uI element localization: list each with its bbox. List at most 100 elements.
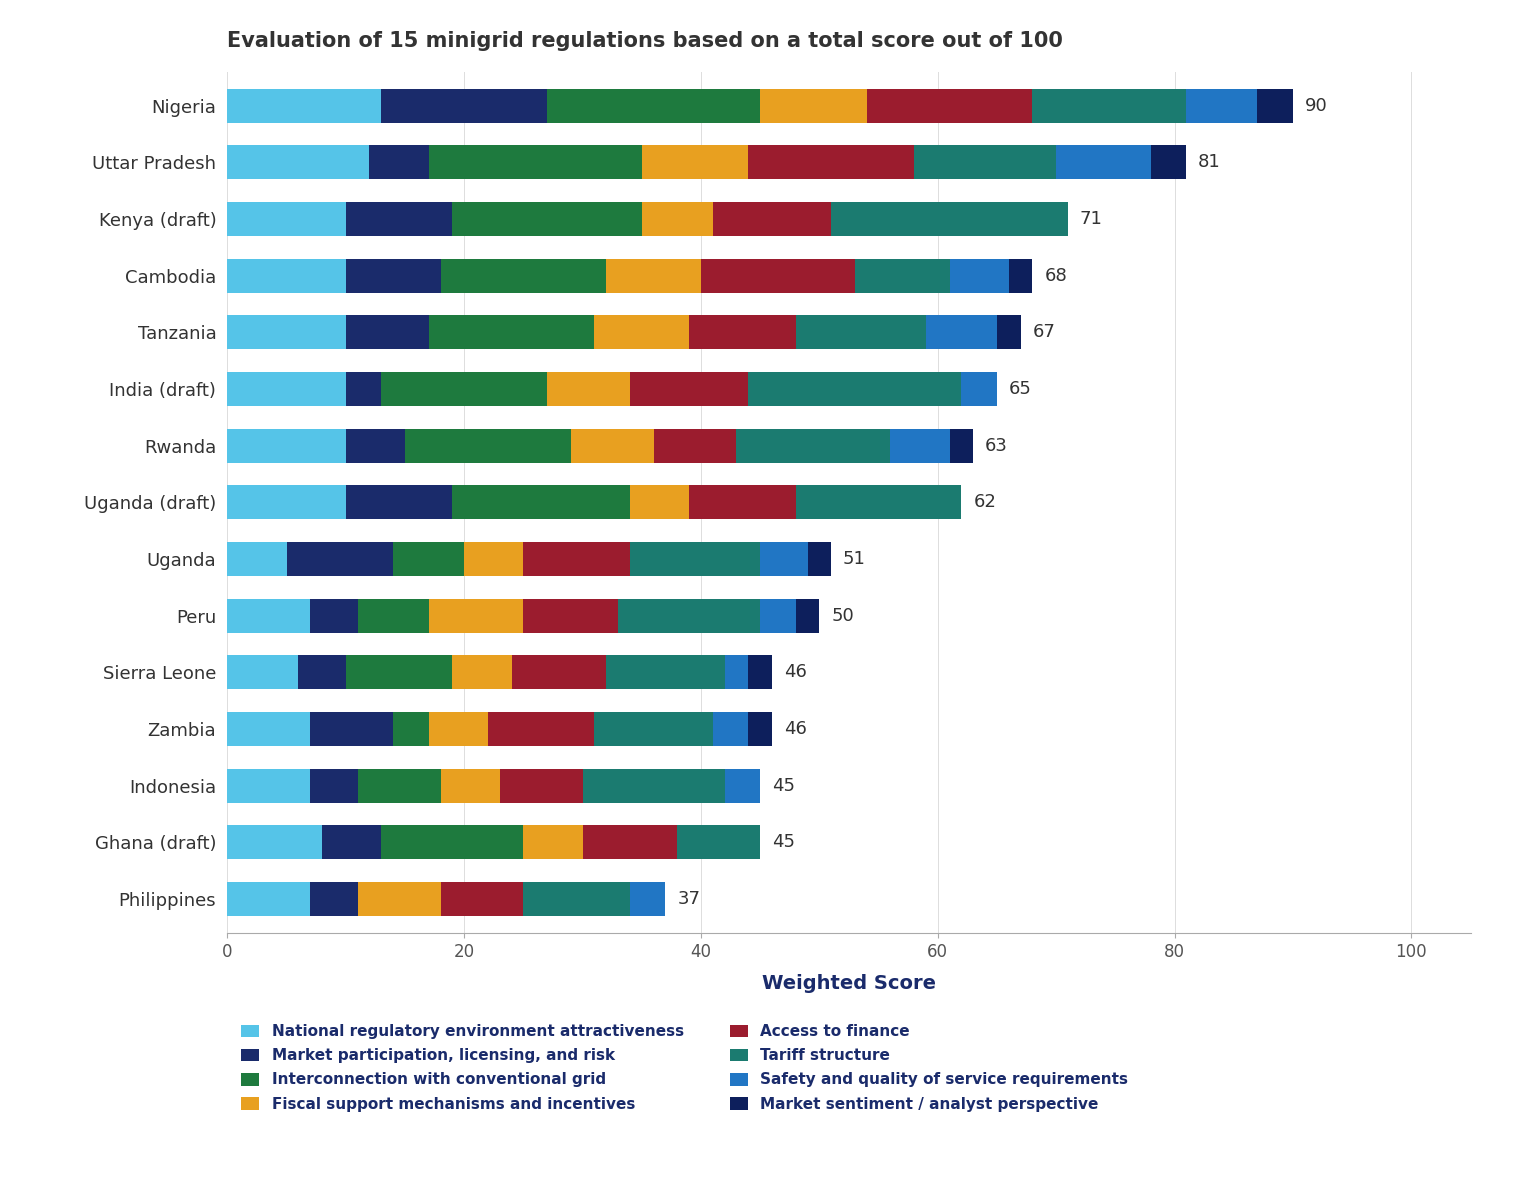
Bar (227, 372, 346, 405)
Bar (725, 769, 760, 803)
Bar (227, 881, 311, 916)
Bar (749, 655, 772, 689)
Bar (713, 712, 749, 746)
Bar (441, 881, 523, 916)
Text: 46: 46 (784, 720, 807, 738)
Bar (227, 599, 311, 633)
Bar (441, 769, 500, 803)
Bar (631, 372, 749, 405)
Bar (429, 146, 641, 179)
Bar (346, 258, 441, 293)
Bar (619, 599, 760, 633)
Text: 67: 67 (1032, 323, 1055, 341)
Bar (452, 486, 631, 519)
Bar (690, 486, 796, 519)
Bar (641, 202, 713, 236)
Bar (393, 712, 429, 746)
Bar (998, 316, 1020, 349)
Bar (523, 881, 631, 916)
Bar (547, 89, 760, 123)
Text: 62: 62 (973, 493, 996, 512)
Bar (227, 316, 346, 349)
Text: 45: 45 (772, 834, 794, 852)
Bar (511, 655, 606, 689)
Bar (452, 655, 511, 689)
Bar (358, 881, 441, 916)
Bar (749, 146, 914, 179)
Bar (1057, 146, 1151, 179)
Bar (594, 712, 713, 746)
Legend: National regulatory environment attractiveness, Market participation, licensing,: National regulatory environment attracti… (235, 1018, 1134, 1118)
Bar (227, 202, 346, 236)
Bar (370, 146, 429, 179)
Bar (749, 372, 961, 405)
Bar (227, 89, 382, 123)
Bar (227, 486, 346, 519)
Bar (926, 316, 998, 349)
Bar (796, 486, 961, 519)
Bar (760, 89, 867, 123)
Bar (914, 146, 1057, 179)
X-axis label: Weighted Score: Weighted Score (763, 975, 935, 994)
Bar (227, 825, 321, 859)
Bar (641, 146, 749, 179)
Bar (1032, 89, 1187, 123)
Bar (488, 712, 594, 746)
Bar (961, 372, 998, 405)
Text: 68: 68 (1045, 267, 1067, 285)
Bar (227, 655, 299, 689)
Bar (631, 881, 666, 916)
Bar (287, 542, 393, 576)
Bar (382, 825, 523, 859)
Bar (429, 316, 594, 349)
Bar (358, 769, 441, 803)
Bar (760, 599, 796, 633)
Bar (1187, 89, 1257, 123)
Bar (523, 825, 582, 859)
Bar (227, 146, 370, 179)
Bar (346, 316, 429, 349)
Bar (949, 428, 973, 463)
Bar (808, 542, 831, 576)
Bar (796, 599, 819, 633)
Bar (227, 542, 287, 576)
Text: 50: 50 (831, 606, 854, 624)
Bar (382, 372, 547, 405)
Bar (725, 655, 749, 689)
Bar (890, 428, 949, 463)
Text: 65: 65 (1008, 380, 1032, 398)
Bar (346, 486, 452, 519)
Bar (358, 599, 429, 633)
Bar (594, 316, 690, 349)
Bar (429, 712, 488, 746)
Bar (570, 428, 653, 463)
Text: 46: 46 (784, 664, 807, 682)
Bar (796, 316, 926, 349)
Bar (299, 655, 346, 689)
Bar (523, 599, 619, 633)
Bar (653, 428, 737, 463)
Text: 90: 90 (1305, 97, 1328, 115)
Bar (405, 428, 570, 463)
Bar (1257, 89, 1293, 123)
Text: 37: 37 (678, 890, 700, 908)
Text: 63: 63 (985, 437, 1008, 454)
Bar (582, 825, 678, 859)
Bar (311, 769, 358, 803)
Text: 81: 81 (1198, 153, 1220, 171)
Bar (452, 202, 641, 236)
Text: 71: 71 (1079, 210, 1102, 228)
Text: Evaluation of 15 minigrid regulations based on a total score out of 100: Evaluation of 15 minigrid regulations ba… (227, 31, 1063, 50)
Bar (631, 486, 690, 519)
Bar (831, 202, 1067, 236)
Bar (737, 428, 890, 463)
Bar (311, 881, 358, 916)
Bar (855, 258, 949, 293)
Bar (713, 202, 831, 236)
Bar (227, 428, 346, 463)
Bar (631, 542, 760, 576)
Bar (429, 599, 523, 633)
Bar (441, 258, 606, 293)
Bar (1151, 146, 1187, 179)
Bar (867, 89, 1032, 123)
